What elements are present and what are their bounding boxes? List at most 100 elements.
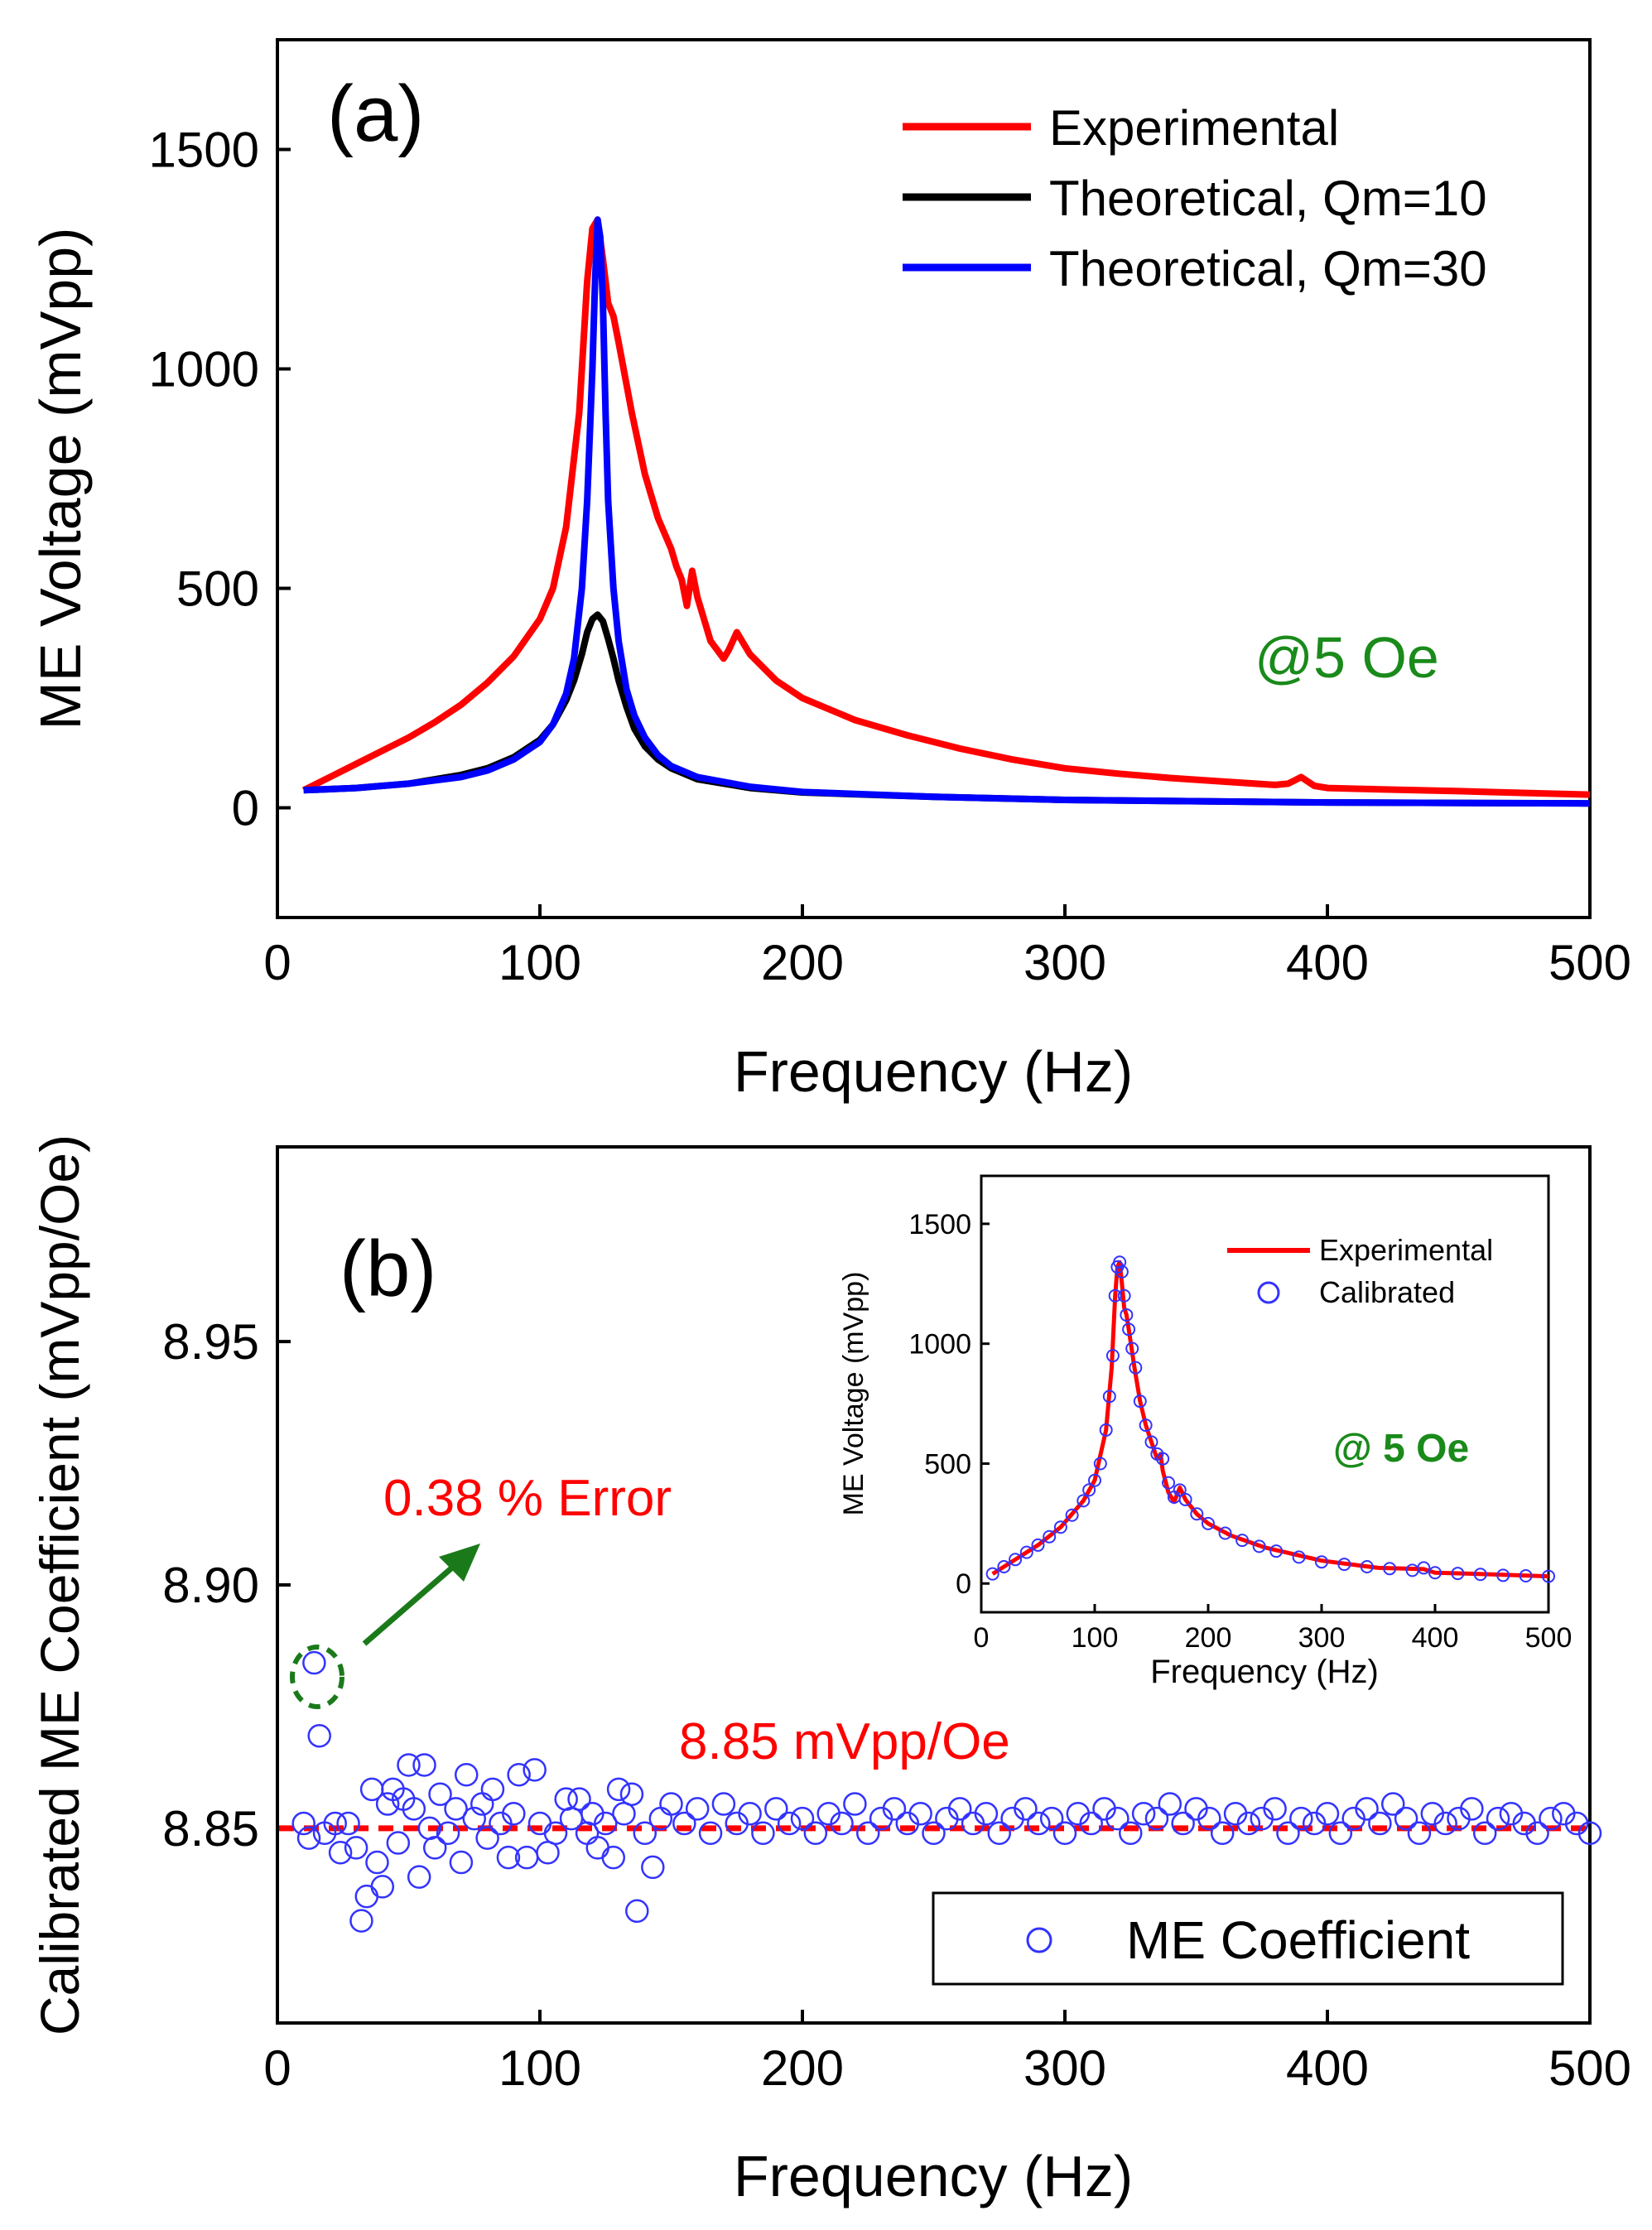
data-point	[397, 1753, 421, 1777]
inset-data-point	[1451, 1567, 1465, 1581]
inset-data-point	[1315, 1555, 1328, 1569]
series-line-experimental	[301, 216, 1591, 798]
y-tick-label: 8.90	[162, 1558, 259, 1613]
inset-data-point	[1252, 1539, 1266, 1553]
legend-label-experimental: Experimental	[1049, 100, 1339, 156]
data-point	[1525, 1821, 1549, 1846]
data-point	[496, 1845, 521, 1870]
inset-data-point	[1009, 1553, 1023, 1567]
data-point	[523, 1758, 547, 1782]
inset-data-point	[1139, 1418, 1153, 1433]
inset-data-point	[1120, 1308, 1134, 1322]
inset-data-point	[1133, 1394, 1147, 1409]
data-point	[567, 1787, 591, 1811]
y-tick-label: 0	[956, 1568, 971, 1600]
data-point	[407, 1865, 431, 1889]
data-point	[1263, 1797, 1287, 1821]
x-tick-label: 100	[498, 935, 581, 990]
panel-a-frame	[276, 38, 1592, 919]
inset-data-point	[1043, 1529, 1057, 1544]
inset-data-point	[1102, 1390, 1116, 1404]
inset-legend-marker-calibrated	[1257, 1281, 1280, 1304]
inset-legend-label-experimental: Experimental	[1319, 1233, 1493, 1267]
x-tick-label: 0	[263, 935, 291, 990]
inset-data-point	[1496, 1568, 1510, 1582]
inset-data-point	[1125, 1341, 1139, 1356]
y-tick-label: 1500	[149, 123, 259, 178]
data-point	[908, 1802, 932, 1826]
inset-series	[985, 1255, 1555, 1583]
data-point	[1131, 1802, 1156, 1826]
y-tick-label: 8.95	[162, 1314, 259, 1370]
inset-data-point	[1115, 1264, 1129, 1279]
data-point	[1315, 1802, 1340, 1826]
inset-ylabel: ME Voltage (mVpp)	[838, 1272, 869, 1516]
data-point	[1368, 1811, 1392, 1836]
legend-label-me-coefficient: ME Coefficient	[1126, 1910, 1470, 1970]
data-point	[402, 1797, 426, 1821]
panel-b-series	[291, 1650, 1602, 1933]
panel-b-ylabel: Calibrated ME Coefficient (mVpp/Oe)	[29, 1134, 90, 2035]
data-point	[1144, 1806, 1169, 1831]
inset-chart: 0 100 200 300 400 500 0 500 1000 1500 @ 5 Oe Freq…	[838, 1174, 1573, 1690]
data-point	[947, 1797, 972, 1821]
inset-data-point	[1144, 1435, 1158, 1449]
y-tick-label: 500	[924, 1448, 971, 1480]
panel-a-xlabel: Frequency (Hz)	[734, 1039, 1133, 1104]
inset-annotation: @ 5 Oe	[1333, 1427, 1469, 1471]
x-tick-label: 0	[974, 1622, 990, 1654]
data-point	[698, 1821, 723, 1846]
data-point	[1027, 1811, 1051, 1836]
data-point	[1236, 1811, 1261, 1836]
series-line-qm30	[303, 216, 1591, 807]
data-point	[619, 1782, 644, 1806]
data-point	[1276, 1821, 1300, 1846]
data-point	[502, 1802, 526, 1826]
inset-data-point	[1269, 1544, 1284, 1558]
data-point	[296, 1826, 321, 1850]
inset-data-point	[1053, 1520, 1067, 1534]
inset-data-point	[1360, 1559, 1374, 1573]
panel-b: (b) 0 100 200 300 400 500 8.85 8.90 8.95 8.85 mV…	[29, 1134, 1631, 2208]
data-point	[1158, 1792, 1182, 1816]
data-point	[349, 1909, 373, 1933]
data-point	[507, 1762, 531, 1787]
data-point	[633, 1821, 657, 1846]
legend-label-qm30: Theoretical, Qm=30	[1049, 241, 1487, 296]
x-tick-label: 500	[1525, 1622, 1573, 1654]
error-annotation: 0.38 % Error	[383, 1470, 672, 1527]
panel-a-annotation: @5 Oe	[1255, 625, 1439, 690]
inset-data-point	[1417, 1561, 1431, 1575]
inset-data-point	[1178, 1492, 1192, 1506]
data-point	[1381, 1792, 1405, 1816]
data-point	[641, 1855, 665, 1880]
x-tick-label: 400	[1286, 2040, 1369, 2096]
inset-data-point	[1235, 1534, 1250, 1548]
inset-data-point	[1173, 1483, 1187, 1497]
inset-legend-label-calibrated: Calibrated	[1319, 1275, 1455, 1309]
data-point	[1171, 1811, 1195, 1836]
x-tick-label: 400	[1286, 935, 1369, 990]
data-point	[601, 1845, 626, 1870]
inset-data-point	[985, 1567, 999, 1581]
data-point	[672, 1811, 696, 1836]
outlier-highlight-circle	[290, 1645, 344, 1709]
data-point	[777, 1811, 802, 1836]
inset-data-point	[1428, 1566, 1442, 1580]
inset-data-point	[1122, 1322, 1136, 1337]
data-point	[328, 1841, 353, 1865]
data-point	[1460, 1797, 1484, 1821]
inset-data-point	[1019, 1545, 1033, 1559]
data-point	[1486, 1806, 1510, 1831]
data-point	[1394, 1806, 1418, 1831]
data-point	[625, 1899, 649, 1924]
panel-b-legend: ME Coefficient	[932, 1891, 1564, 1986]
data-point	[1119, 1821, 1143, 1846]
y-tick-label: 1500	[908, 1209, 971, 1240]
data-point	[659, 1792, 683, 1816]
data-point	[1539, 1806, 1563, 1831]
data-point	[1433, 1811, 1457, 1836]
y-tick-label: 8.85	[162, 1801, 259, 1857]
data-point	[711, 1792, 736, 1816]
